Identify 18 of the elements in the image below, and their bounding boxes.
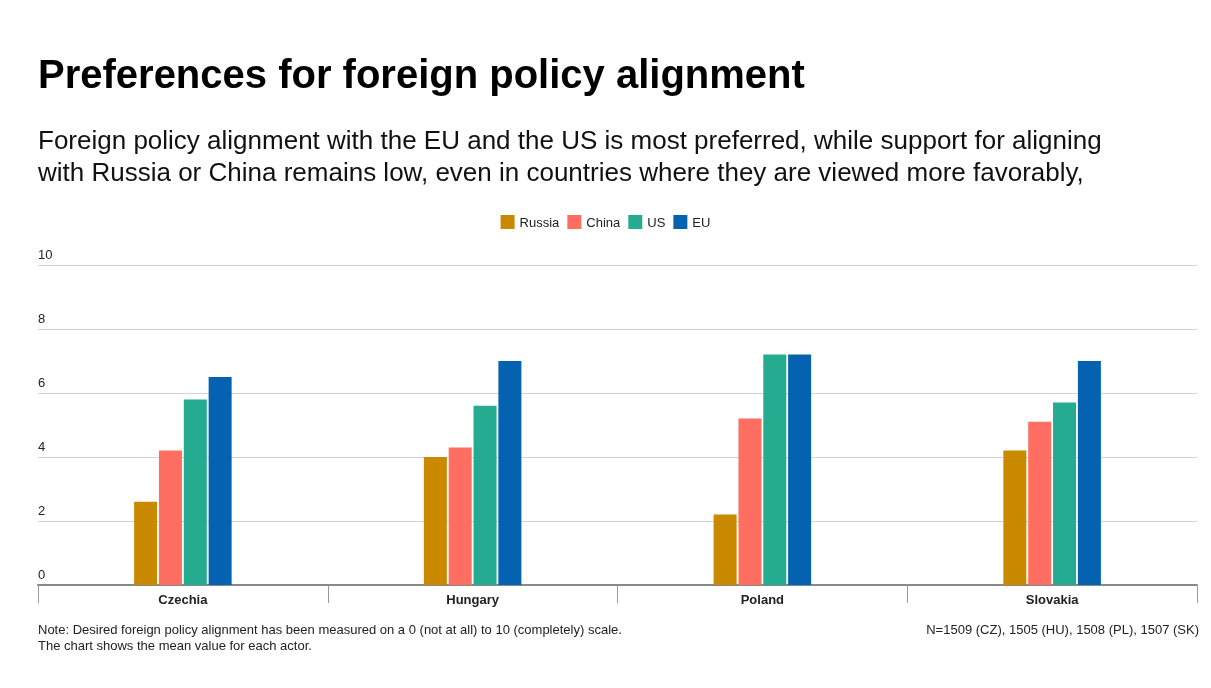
legend-label: US: [647, 214, 666, 230]
y-tick-label: 4: [38, 439, 46, 454]
x-tick-label: Poland: [740, 592, 785, 607]
y-tick-label: 2: [38, 503, 46, 518]
legend-label: China: [586, 214, 622, 230]
text: Note: Desired foreign policy alignment has been measured on a 0 (not at all) to 10 (completely) scale. The chart shows the mean value for each actor.: [38, 622, 622, 654]
legend-label: EU: [692, 214, 711, 230]
chart-subtitle: Foreign policy alignment with the EU and the US is most preferred, while support for aligning with Russia or China remains low, even in countries where they are viewed more favorably,: [38, 124, 1103, 188]
x-tick-label: Slovakia: [1025, 592, 1080, 607]
y-tick-label: 0: [38, 567, 46, 582]
text: N=1509 (CZ), 1505 (HU), 1508 (PL), 1507 (SK): [926, 622, 1199, 637]
x-tick-label: Czechia: [158, 592, 209, 607]
y-tick-label: 6: [38, 375, 46, 390]
y-tick-label: 8: [38, 311, 46, 326]
chart-title: Preferences for foreign policy alignment: [38, 52, 805, 97]
x-tick-label: Hungary: [446, 592, 500, 607]
y-tick-label: 10: [38, 247, 53, 262]
legend-label: Russia: [519, 214, 561, 230]
